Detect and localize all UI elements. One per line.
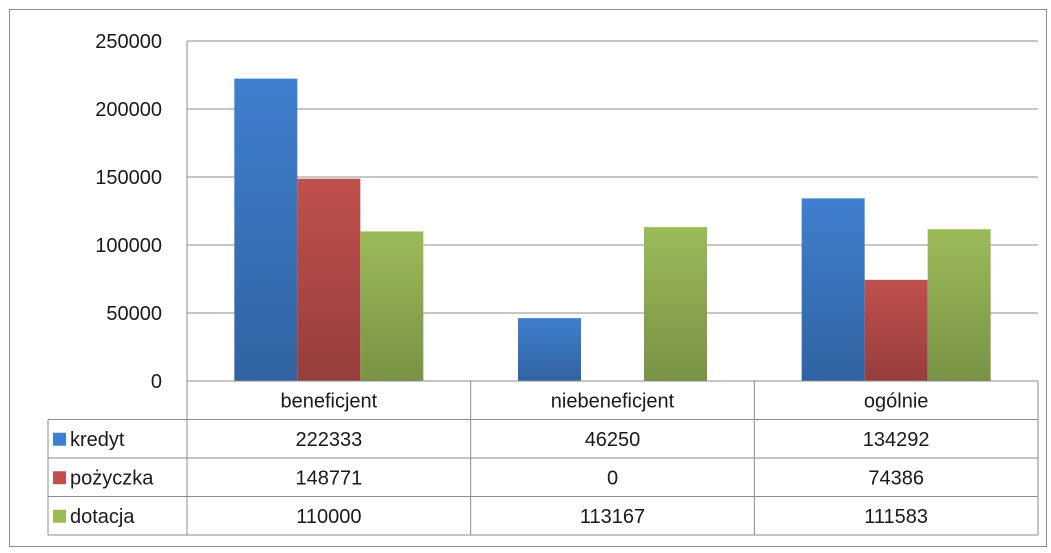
- table-value: 148771: [295, 467, 362, 489]
- table-value: 222333: [295, 429, 362, 451]
- chart-frame: [9, 9, 1047, 547]
- bar-pożyczka-beneficjent: [297, 178, 361, 381]
- bar-dotacja-ogólnie: [927, 229, 991, 381]
- y-tick-label: 150000: [95, 167, 162, 189]
- category-label: niebeneficjent: [551, 390, 675, 412]
- bars: [234, 78, 991, 381]
- bar-pożyczka-ogólnie: [864, 279, 928, 381]
- table-value: 111583: [864, 506, 928, 528]
- bar-kredyt-ogólnie: [801, 198, 865, 381]
- bar-dotacja-niebeneficjent: [644, 227, 707, 381]
- data-table: beneficjent niebeneficjent ogólnie kredyt 22…: [47, 381, 1039, 536]
- table-value: 0: [607, 467, 618, 489]
- table-value: 134292: [863, 429, 930, 451]
- bar-dotacja-beneficjent: [360, 231, 424, 381]
- legend-swatch-kredyt: [53, 432, 66, 446]
- category-label: beneficjent: [280, 390, 377, 412]
- table-value: 46250: [585, 429, 641, 451]
- axes: [186, 41, 1038, 535]
- legend-label: pożyczka: [70, 467, 154, 489]
- y-tick-label: 50000: [106, 303, 162, 325]
- table-value: 113167: [580, 506, 645, 528]
- legend-label: kredyt: [70, 429, 125, 451]
- table-value: 110000: [296, 506, 361, 528]
- y-tick-label: 0: [151, 371, 162, 393]
- legend-swatch-pożyczka: [53, 471, 66, 485]
- y-axis-tick-labels: 0 50000 100000 150000 200000 250000: [95, 31, 162, 393]
- legend-swatch-dotacja: [53, 509, 66, 523]
- y-tick-label: 200000: [95, 99, 162, 121]
- y-tick-label: 100000: [95, 235, 162, 257]
- category-label: ogólnie: [864, 390, 929, 412]
- table-value: 74386: [868, 467, 924, 489]
- bar-kredyt-beneficjent: [234, 78, 298, 381]
- legend-label: dotacja: [70, 506, 135, 528]
- bar-kredyt-niebeneficjent: [518, 318, 581, 381]
- y-tick-label: 250000: [95, 31, 162, 53]
